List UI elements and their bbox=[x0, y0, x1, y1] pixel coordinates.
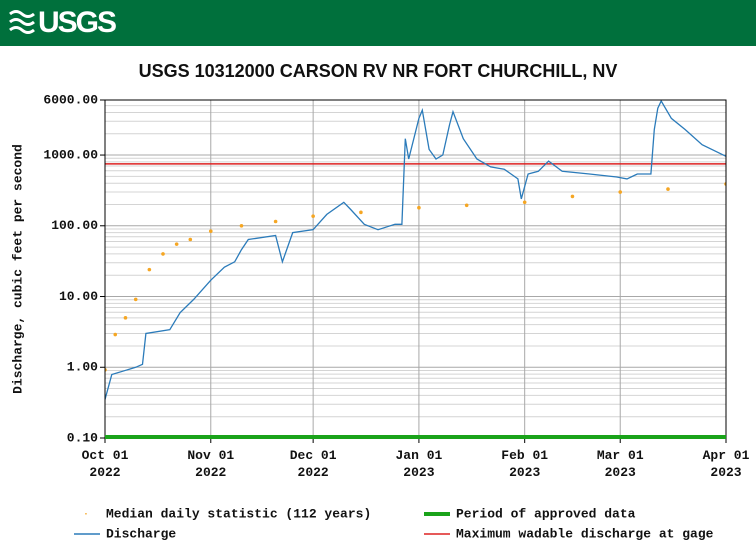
median-point bbox=[273, 219, 278, 224]
x-tick-label: Nov 01 2022 bbox=[187, 448, 235, 480]
legend-label: Maximum wadable discharge at gage bbox=[456, 526, 714, 541]
median-point bbox=[113, 332, 118, 337]
median-point bbox=[133, 297, 138, 302]
legend-label: Discharge bbox=[106, 526, 176, 541]
median-point bbox=[174, 242, 179, 246]
legend-swatch: · bbox=[84, 505, 89, 521]
x-tick-label: Oct 01 2022 bbox=[81, 448, 129, 480]
median-point bbox=[239, 223, 244, 228]
y-axis-label: Discharge, cubic feet per second bbox=[10, 144, 25, 394]
median-point bbox=[161, 252, 165, 256]
median-point bbox=[311, 214, 315, 218]
median-point bbox=[208, 229, 213, 233]
y-tick-label: 10.00 bbox=[59, 289, 98, 304]
median-point bbox=[123, 316, 128, 320]
header-bar bbox=[0, 0, 756, 46]
median-point bbox=[618, 190, 623, 194]
median-point bbox=[464, 203, 469, 208]
median-point bbox=[359, 210, 363, 215]
x-tick-label: Dec 01 2022 bbox=[289, 448, 337, 480]
median-point bbox=[570, 194, 575, 199]
x-tick-label: Apr 01 2023 bbox=[702, 448, 750, 480]
median-point bbox=[522, 200, 527, 205]
median-point bbox=[188, 237, 193, 242]
y-tick-label: 0.10 bbox=[67, 430, 98, 445]
x-tick-label: Mar 01 2023 bbox=[596, 448, 644, 480]
y-tick-label: 6000.00 bbox=[43, 92, 98, 107]
logo-waves bbox=[9, 10, 35, 34]
legend-label: Median daily statistic (112 years) bbox=[106, 506, 371, 521]
x-tick-label: Jan 01 2023 bbox=[395, 448, 443, 480]
legend-label: Period of approved data bbox=[456, 506, 636, 521]
plot-area bbox=[105, 100, 726, 438]
x-tick-label: Feb 01 2023 bbox=[501, 448, 549, 480]
y-tick-label: 100.00 bbox=[51, 218, 98, 233]
logo-text: USGS bbox=[38, 6, 116, 39]
y-tick-label: 1000.00 bbox=[43, 147, 98, 162]
y-tick-label: 1.00 bbox=[67, 360, 98, 375]
median-point bbox=[147, 267, 152, 272]
median-point bbox=[417, 205, 421, 210]
median-point bbox=[666, 187, 670, 191]
discharge-line bbox=[105, 100, 726, 400]
chart-title: USGS 10312000 CARSON RV NR FORT CHURCHIL… bbox=[139, 61, 618, 81]
plot-layer bbox=[105, 100, 726, 400]
